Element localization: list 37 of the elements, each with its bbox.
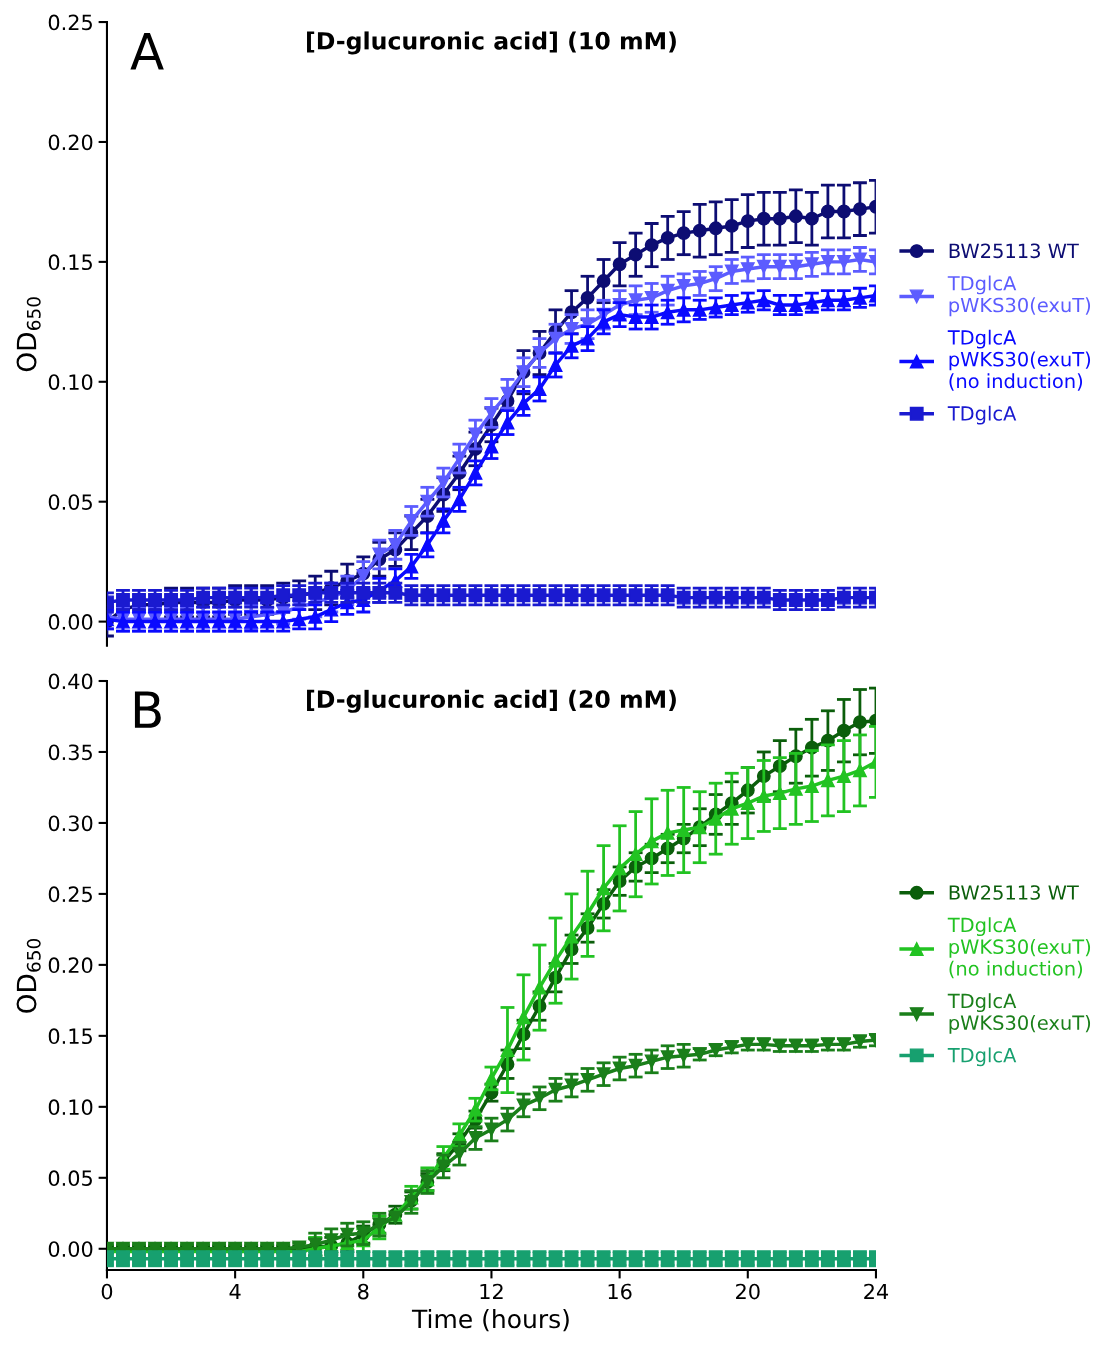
y-tick-label: 0.10 [48, 1099, 93, 1116]
legend-label: BW25113 WT [949, 885, 1079, 900]
annotation: B [134, 691, 161, 728]
chart-title: [D-glucuronic acid] (20 mM) [307, 689, 676, 713]
y-tick-label: 0.25 [48, 14, 92, 31]
x-axis-title: Time (hours) [411, 1308, 569, 1332]
legend-label: TDglcA pWKS30(exuT) (no induction) [947, 917, 1091, 979]
y-tick-label: 0.05 [48, 494, 92, 510]
annotation: A [130, 32, 164, 70]
y-tick-label: 0.20 [48, 957, 93, 974]
x-tick-label: 4 [229, 1283, 241, 1300]
y-tick-label: 0.05 [48, 1170, 92, 1187]
legend-label: TDglcA [947, 1047, 1017, 1067]
y-tick-label: 0.35 [48, 744, 92, 761]
y-axis-title: OD$_{650}$ [16, 938, 41, 1013]
y-axis-title: OD$_{650}$ [16, 297, 41, 372]
y-tick-label: 0.00 [48, 614, 93, 630]
x-tick-label: 0 [101, 1283, 113, 1300]
y-tick-label: 0.20 [48, 134, 93, 151]
x-tick-label: 20 [736, 1283, 760, 1300]
legend-label: TDglcA pWKS30(exuT) [947, 275, 1091, 317]
legend-label: BW25113 WT [949, 243, 1079, 259]
y-tick-label: 0.00 [48, 1241, 93, 1257]
legend-label: TDglcA pWKS30(exuT) [947, 993, 1091, 1034]
x-tick-label: 8 [358, 1283, 369, 1300]
y-tick-label: 0.25 [48, 886, 92, 903]
legend-label: TDglcA pWKS30(exuT) (no induction) [947, 329, 1091, 391]
y-tick-label: 0.15 [48, 254, 92, 271]
y-tick-label: 0.15 [48, 1028, 92, 1045]
y-tick-label: 0.30 [48, 815, 93, 832]
chart-title: [D-glucuronic acid] (10 mM) [307, 31, 676, 55]
x-tick-label: 16 [608, 1283, 632, 1300]
x-tick-label: 12 [480, 1283, 503, 1300]
legend-label: TDglcA [947, 405, 1017, 425]
y-tick-label: 0.10 [48, 374, 93, 390]
x-tick-label: 24 [864, 1283, 889, 1300]
y-tick-label: 0.40 [48, 673, 93, 690]
